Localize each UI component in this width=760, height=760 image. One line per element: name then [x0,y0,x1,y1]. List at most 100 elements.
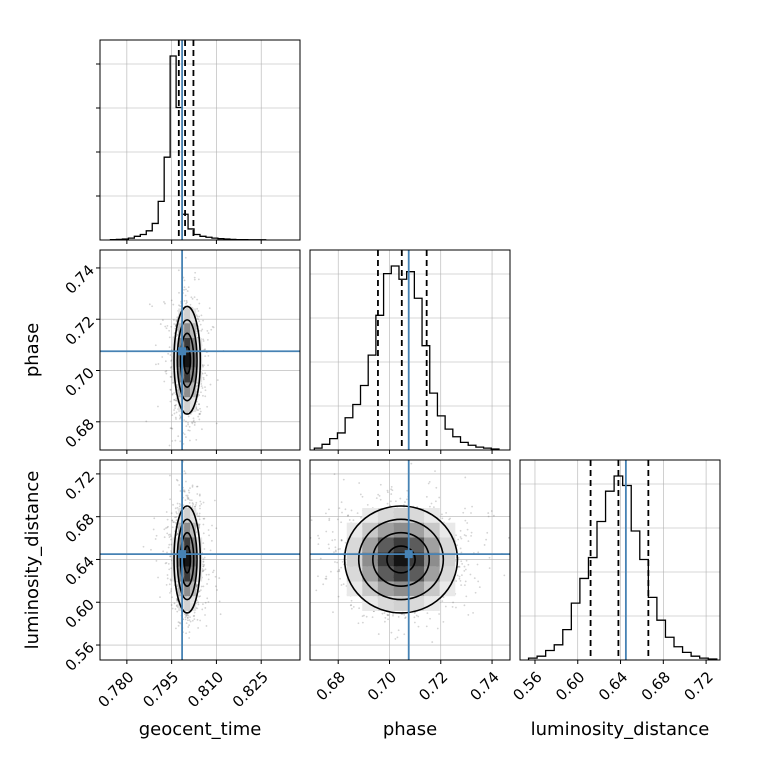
density-bin [184,382,191,398]
x-tick-label: 0.64 [595,668,631,704]
contour-2-sigma [173,305,202,415]
panel-frame [519,459,721,661]
panel-frame [309,459,511,661]
contour-1.5-sigma [357,518,445,601]
density-bin [377,522,394,538]
x-axis-label-luminosity_distance: luminosity_distance [531,719,710,740]
panel-luminosity_distance-phase: 0.68 0.70 0.72 0.74 [309,459,511,704]
x-tick-label: 0.825 [229,668,272,711]
x-tick-label: 0.60 [552,668,588,704]
y-tick-label: 0.64 [62,553,98,589]
density-bin [393,537,409,553]
panel-frame [99,249,301,451]
histogram-phase [313,265,500,450]
density-bin [190,397,197,413]
x-tick-label: 0.72 [680,668,716,704]
grid-lines [310,250,510,450]
x-axis-label-geocent_time: geocent_time [139,719,262,740]
density-bin [362,552,378,567]
density-bin [408,596,425,611]
density-bin [424,581,440,597]
contour-1.5-sigma [176,518,198,601]
density-bin [184,308,191,324]
density-bin [393,507,409,523]
contour-2-sigma [343,505,459,614]
panel-luminosity_distance-luminosity_distance: 0.56 0.60 0.64 0.68 0.72 [509,459,721,704]
y-axis-label-phase: phase [22,323,43,377]
y-tick-label: 0.72 [62,467,98,503]
truth-marker [178,550,187,559]
y-tick-label: 0.60 [62,596,98,632]
y-tick-label: 0.70 [62,364,98,400]
contour-1.5-sigma [176,319,198,402]
grid-lines [520,460,720,660]
density-bin [184,367,191,383]
density-bin [184,522,191,538]
density-bin [408,507,425,523]
truth-marker [404,550,413,559]
density-bin [424,552,440,567]
contour-1-sigma [179,531,195,588]
density-bin [393,581,409,597]
density-bin [424,566,440,582]
x-tick-label: 0.68 [313,668,349,704]
density-bin [377,552,394,567]
density-bin [172,552,179,567]
x-tick-label: 0.810 [184,668,227,711]
x-tick-label: 0.780 [95,668,138,711]
density-bin [346,566,363,582]
y-tick-label: 0.72 [62,313,98,349]
density-bin [196,552,203,567]
density-geocent_time-phase [100,250,300,450]
y-tick-label: 0.68 [62,415,98,451]
density-bin [408,581,425,597]
contour-1-sigma [179,332,195,388]
density-bin [178,596,185,611]
contour-0.5-sigma [183,345,192,375]
x-tick-label: 0.72 [415,668,451,704]
x-tick-label: 0.56 [509,668,545,704]
density-bin [184,566,191,582]
panel-phase-geocent_time: 0.68 0.70 0.72 0.74 [62,249,301,454]
density-bin [184,397,191,413]
density-bin [393,522,409,538]
histogram-luminosity_distance [527,475,718,660]
truth-marker [178,347,187,356]
density-bin [190,308,197,324]
density-bin [377,581,394,597]
density-bin [408,522,425,538]
panel-phase-phase [309,249,511,454]
density-bin [184,507,191,523]
density-bin [424,522,440,538]
density-bin [346,537,363,553]
density-bin [377,507,394,523]
x-axis-label-phase: phase [383,719,437,740]
panel-frame [99,39,301,241]
density-bin [184,537,191,553]
density-geocent_time-luminosity_distance [100,460,300,660]
density-bin [424,537,440,553]
density-bin [184,581,191,597]
density-bin [439,537,456,553]
density-bin [184,323,191,339]
density-phase-luminosity_distance [310,460,510,660]
density-bin [178,397,185,413]
density-bin [190,596,197,611]
density-bin [184,338,191,353]
density-bin [439,566,456,582]
density-bin [362,522,378,538]
contour-1-sigma [372,531,431,588]
panel-frame [99,459,301,661]
density-bin [184,552,191,567]
density-bin [178,507,185,523]
y-axis-label-luminosity_distance: luminosity_distance [22,471,43,650]
density-bin [393,566,409,582]
density-bin [178,308,185,324]
panel-frame [309,249,511,451]
grid-lines [100,460,300,660]
histogram-geocent_time [109,55,267,240]
contour-0.5-sigma [183,545,192,574]
density-bin [172,352,179,368]
density-bin [377,596,394,611]
